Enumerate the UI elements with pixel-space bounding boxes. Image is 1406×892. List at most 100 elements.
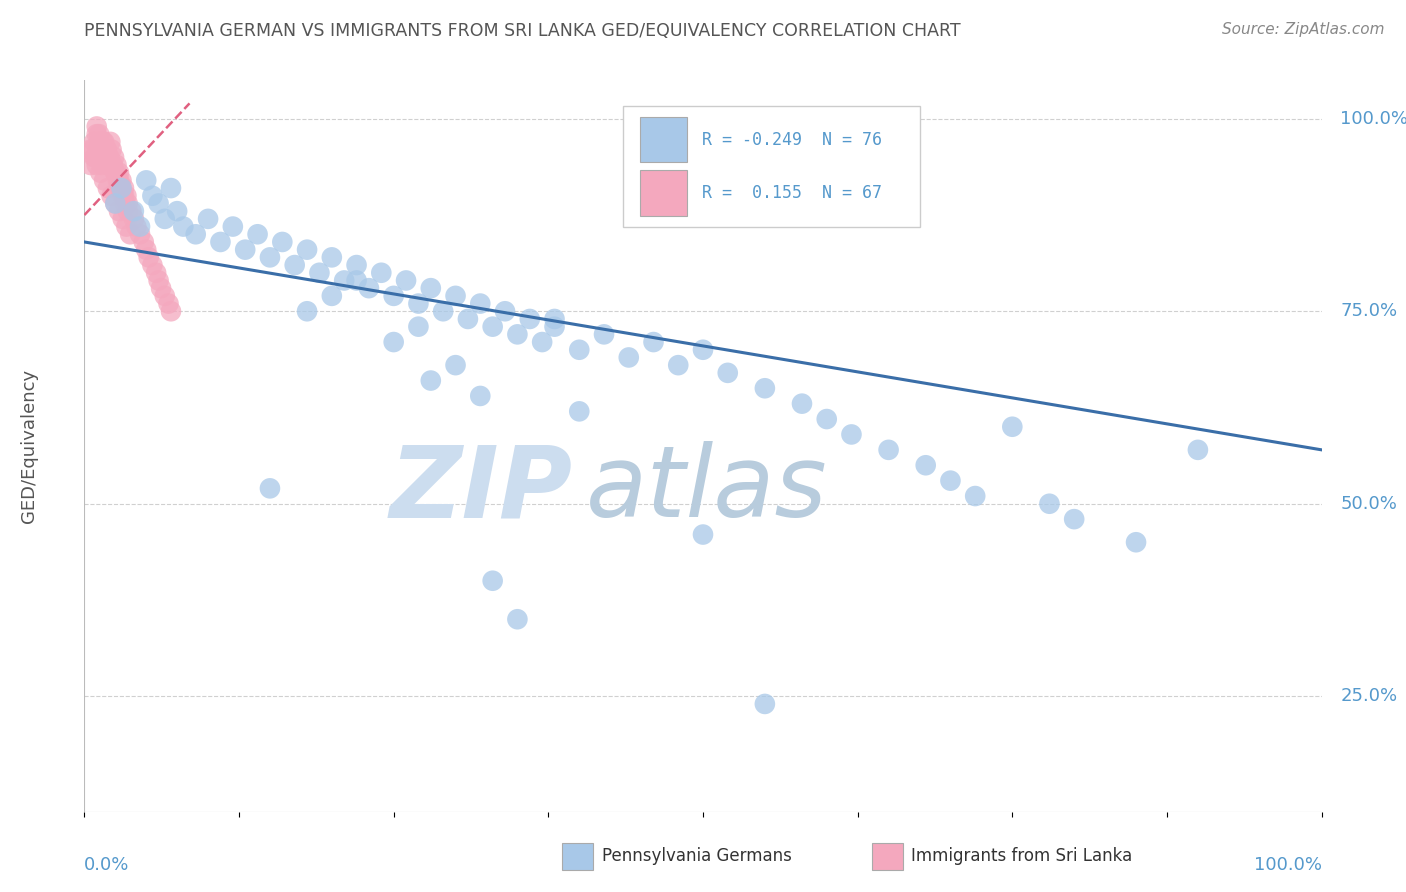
Point xyxy=(90,158,112,172)
Point xyxy=(129,219,152,234)
Point xyxy=(259,251,281,265)
Point xyxy=(370,266,392,280)
Point xyxy=(111,211,134,226)
Point xyxy=(160,181,183,195)
Point xyxy=(103,150,125,164)
Point xyxy=(97,181,120,195)
Point xyxy=(89,127,111,141)
Text: 100.0%: 100.0% xyxy=(1254,855,1322,873)
Point xyxy=(135,173,157,187)
Point xyxy=(115,188,138,202)
Point xyxy=(107,173,129,187)
Point xyxy=(568,343,591,357)
Point xyxy=(79,143,101,157)
Point xyxy=(86,120,108,134)
Point xyxy=(877,442,900,457)
Point xyxy=(841,427,863,442)
Point xyxy=(506,612,529,626)
Point xyxy=(1038,497,1060,511)
Point xyxy=(79,158,101,172)
Point xyxy=(132,235,155,249)
Point xyxy=(89,135,111,149)
Point xyxy=(108,204,131,219)
Point xyxy=(160,304,183,318)
Point xyxy=(108,173,131,187)
Point xyxy=(86,158,108,172)
Point xyxy=(112,181,135,195)
Point xyxy=(308,266,330,280)
Point xyxy=(138,251,160,265)
Point xyxy=(965,489,987,503)
Point xyxy=(1001,419,1024,434)
Point xyxy=(122,211,145,226)
Point xyxy=(96,143,118,157)
Text: 75.0%: 75.0% xyxy=(1340,302,1398,320)
Point xyxy=(444,289,467,303)
Point xyxy=(98,150,121,164)
Point xyxy=(97,158,120,172)
Point xyxy=(321,251,343,265)
Point xyxy=(593,327,616,342)
Point xyxy=(815,412,838,426)
Point xyxy=(382,334,405,349)
Point xyxy=(82,143,104,157)
Point xyxy=(93,173,115,187)
Point xyxy=(754,697,776,711)
Point xyxy=(666,358,689,372)
Point xyxy=(914,458,936,473)
Point xyxy=(333,273,356,287)
Text: Pennsylvania Germans: Pennsylvania Germans xyxy=(602,847,792,865)
Point xyxy=(172,219,194,234)
Point xyxy=(104,196,127,211)
Point xyxy=(166,204,188,219)
Point xyxy=(470,389,492,403)
Point xyxy=(246,227,269,242)
Point xyxy=(141,258,163,272)
Point xyxy=(197,211,219,226)
Text: 0.0%: 0.0% xyxy=(84,855,129,873)
Point xyxy=(1125,535,1147,549)
Point xyxy=(692,343,714,357)
Point xyxy=(96,143,118,157)
Point xyxy=(568,404,591,418)
Point xyxy=(470,296,492,310)
Point xyxy=(432,304,454,318)
Point xyxy=(444,358,467,372)
Point xyxy=(93,135,115,149)
FancyBboxPatch shape xyxy=(640,170,688,216)
Point xyxy=(408,296,430,310)
Text: R =  0.155  N = 67: R = 0.155 N = 67 xyxy=(702,184,882,202)
Point xyxy=(939,474,962,488)
Point xyxy=(100,143,122,157)
Point xyxy=(104,196,127,211)
Point xyxy=(104,166,127,180)
Point xyxy=(91,135,114,149)
Point xyxy=(122,204,145,219)
Point xyxy=(346,258,368,272)
Point xyxy=(408,319,430,334)
Point xyxy=(271,235,294,249)
Point xyxy=(357,281,380,295)
Point xyxy=(519,312,541,326)
Point xyxy=(754,381,776,395)
Point xyxy=(129,227,152,242)
Point xyxy=(87,143,110,157)
Point xyxy=(506,327,529,342)
Text: Immigrants from Sri Lanka: Immigrants from Sri Lanka xyxy=(911,847,1132,865)
Point xyxy=(790,397,813,411)
Point xyxy=(222,219,245,234)
Point xyxy=(110,181,132,195)
Point xyxy=(112,188,135,202)
Point xyxy=(108,166,131,180)
Point xyxy=(114,196,136,211)
Point xyxy=(83,150,105,164)
FancyBboxPatch shape xyxy=(640,117,688,162)
Point xyxy=(135,243,157,257)
Point xyxy=(1063,512,1085,526)
Point xyxy=(110,181,132,195)
Point xyxy=(110,181,132,195)
Point xyxy=(89,166,111,180)
Point xyxy=(259,481,281,495)
Point xyxy=(153,211,176,226)
Point xyxy=(295,304,318,318)
